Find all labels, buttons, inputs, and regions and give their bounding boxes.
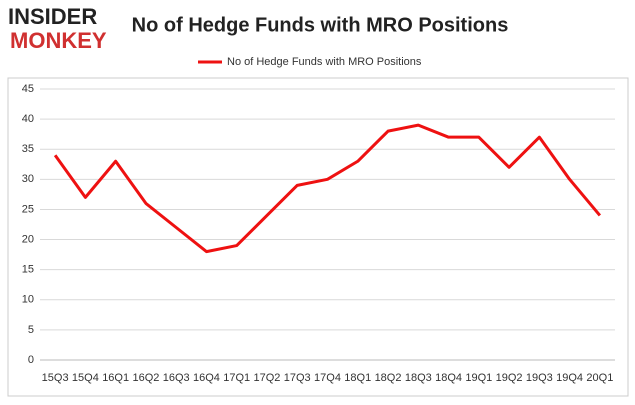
legend-label: No of Hedge Funds with MRO Positions (227, 56, 422, 68)
x-tick-label: 16Q4 (193, 372, 220, 384)
series-line (53, 123, 602, 254)
x-tick-label: 19Q3 (526, 372, 553, 384)
y-tick-label: 25 (22, 203, 34, 215)
y-tick-label: 0 (28, 354, 34, 366)
x-tick-label: 18Q1 (344, 372, 371, 384)
logo-bottom: MONKEY (10, 28, 107, 53)
x-tick-label: 18Q3 (405, 372, 432, 384)
x-tick-label: 15Q4 (72, 372, 99, 384)
x-tick-label: 15Q3 (42, 372, 69, 384)
x-tick-label: 16Q1 (102, 372, 129, 384)
x-tick-label: 20Q1 (586, 372, 613, 384)
y-tick-label: 20 (22, 233, 34, 245)
y-tick-label: 15 (22, 264, 34, 276)
y-tick-label: 5 (28, 324, 34, 336)
logo-top: INSIDER (8, 4, 97, 29)
chart-title: No of Hedge Funds with MRO Positions (132, 14, 509, 36)
x-tick-label: 18Q4 (435, 372, 462, 384)
x-tick-label: 16Q2 (132, 372, 159, 384)
y-tick-label: 30 (22, 173, 34, 185)
x-tick-label: 17Q2 (254, 372, 281, 384)
x-tick-label: 19Q4 (556, 372, 583, 384)
x-tick-label: 17Q4 (314, 372, 341, 384)
chart-frame (7, 77, 629, 397)
y-tick-label: 10 (22, 294, 34, 306)
y-tick-label: 35 (22, 143, 34, 155)
x-tick-label: 19Q2 (496, 372, 523, 384)
x-tick-label: 19Q1 (465, 372, 492, 384)
y-tick-label: 40 (22, 113, 34, 125)
x-tick-label: 18Q2 (375, 372, 402, 384)
y-tick-label: 45 (22, 83, 34, 95)
x-tick-label: 16Q3 (163, 372, 190, 384)
x-tick-label: 17Q3 (284, 372, 311, 384)
x-tick-label: 17Q1 (223, 372, 250, 384)
